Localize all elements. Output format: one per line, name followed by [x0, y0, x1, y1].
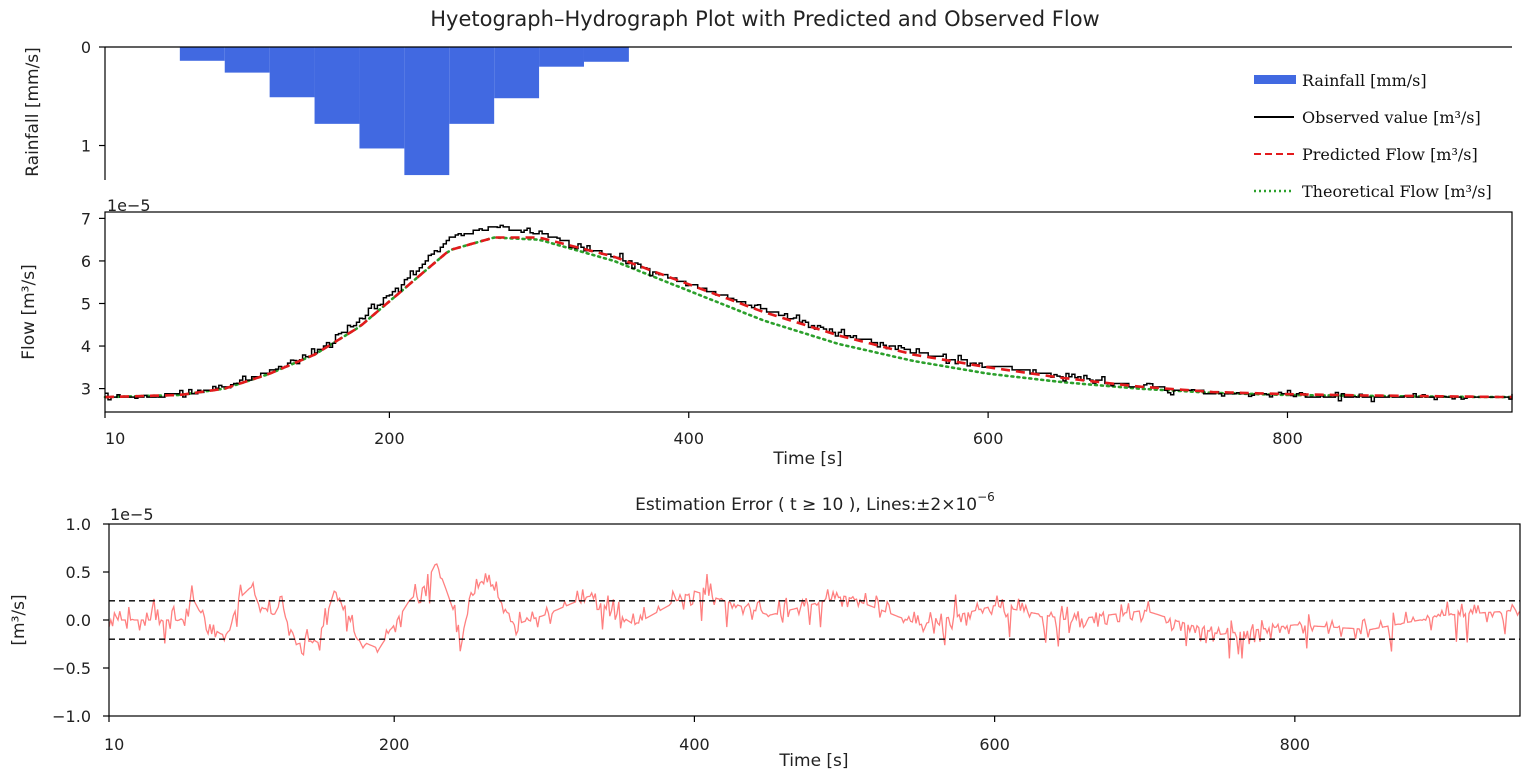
error-series [108, 563, 1520, 659]
predicted-flow-line [104, 236, 1513, 399]
flow-y-tick-label: 3 [81, 380, 91, 399]
legend-entry: Theoretical Flow [m³/s] [1254, 182, 1492, 201]
rainfall-bar [224, 47, 270, 73]
flow-plot-frame [104, 211, 1513, 413]
error-y-tick-label: 0.5 [66, 563, 91, 582]
error-line [108, 563, 1520, 659]
flow-x-tick-label: 10 [105, 429, 125, 448]
error-y-ticks: −1.0 −0.5 0.0 0.5 1.0 [52, 515, 109, 726]
legend-entry: Observed value [m³/s] [1254, 108, 1481, 127]
flow-y-tick-label: 4 [81, 337, 91, 356]
error-panel-title: Estimation Error ( t ≥ 10 ), Lines:±2×10… [635, 490, 995, 515]
rainfall-bar [404, 47, 450, 176]
rainfall-bar [269, 47, 315, 98]
rainfall-panel: 01 Rainfall [mm/s] [23, 38, 1512, 180]
rainfall-bar [539, 47, 584, 67]
flow-y-tick-label: 7 [81, 209, 91, 228]
rainfall-bar [359, 47, 405, 149]
legend-label: Predicted Flow [m³/s] [1302, 145, 1478, 164]
error-y-axis-label: [m³/s] [9, 594, 29, 645]
rainfall-bar [314, 47, 360, 124]
legend-entry: Rainfall [mm/s] [1254, 71, 1427, 90]
legend-label: Rainfall [mm/s] [1302, 71, 1427, 90]
rainfall-bars [179, 47, 629, 176]
flow-x-axis-label: Time [s] [772, 449, 842, 469]
error-y-tick-label: 1.0 [66, 515, 91, 534]
error-panel: −1.0 −0.5 0.0 0.5 1.0 10 200 400 600 800 1e−5 Es… [9, 490, 1521, 771]
flow-series [103, 224, 1514, 403]
flow-y-ticks: 3 4 5 6 7 [81, 209, 105, 399]
flow-x-ticks: 10 200 400 600 800 [104, 412, 1303, 448]
error-x-tick-label: 600 [979, 735, 1010, 754]
legend-swatch-bar [1254, 75, 1296, 84]
legend-label: Theoretical Flow [m³/s] [1302, 182, 1492, 201]
rainfall-y-ticks: 01 [81, 38, 105, 156]
figure-title: Hyetograph–Hydrograph Plot with Predicte… [430, 7, 1099, 31]
flow-x-tick-label: 600 [973, 429, 1004, 448]
error-y-offset-label: 1e−5 [110, 505, 154, 524]
theoretical-flow-line [103, 236, 1514, 399]
error-y-tick-label: −1.0 [52, 707, 91, 726]
flow-panel: 3 4 5 6 7 10 200 400 600 800 1e−5 Flow [m³/s] Ti… [19, 196, 1514, 469]
rainfall-bar [583, 47, 629, 62]
flow-x-tick-label: 800 [1272, 429, 1303, 448]
observed-value-line [105, 224, 1513, 403]
flow-y-offset-label: 1e−5 [107, 196, 151, 215]
legend: Rainfall [mm/s] Observed value [m³/s] Pred… [1254, 71, 1492, 201]
error-x-tick-label: 10 [104, 735, 124, 754]
error-x-tick-label: 400 [679, 735, 710, 754]
flow-y-tick-label: 6 [81, 252, 91, 271]
legend-label: Observed value [m³/s] [1302, 108, 1481, 127]
rainfall-y-tick-label: 1 [81, 137, 91, 156]
rainfall-y-tick-label: 0 [81, 38, 91, 57]
error-x-ticks: 10 200 400 600 800 [104, 716, 1310, 754]
error-x-tick-label: 800 [1280, 735, 1311, 754]
error-title-main: Estimation Error ( t ≥ 10 ), Lines:±2×10 [635, 495, 977, 515]
error-title-exponent: −6 [977, 490, 995, 504]
flow-y-tick-label: 5 [81, 294, 91, 313]
error-y-tick-label: −0.5 [52, 659, 91, 678]
rainfall-bar [179, 47, 225, 61]
error-y-tick-label: 0.0 [66, 611, 91, 630]
rainfall-bar [494, 47, 540, 99]
rainfall-bar [449, 47, 495, 124]
flow-x-tick-label: 400 [673, 429, 704, 448]
flow-y-axis-label: Flow [m³/s] [19, 264, 39, 359]
flow-x-tick-label: 200 [374, 429, 405, 448]
legend-entry: Predicted Flow [m³/s] [1254, 145, 1478, 164]
error-x-tick-label: 200 [379, 735, 410, 754]
error-x-axis-label: Time [s] [778, 751, 848, 771]
rainfall-y-axis-label: Rainfall [mm/s] [23, 47, 43, 177]
